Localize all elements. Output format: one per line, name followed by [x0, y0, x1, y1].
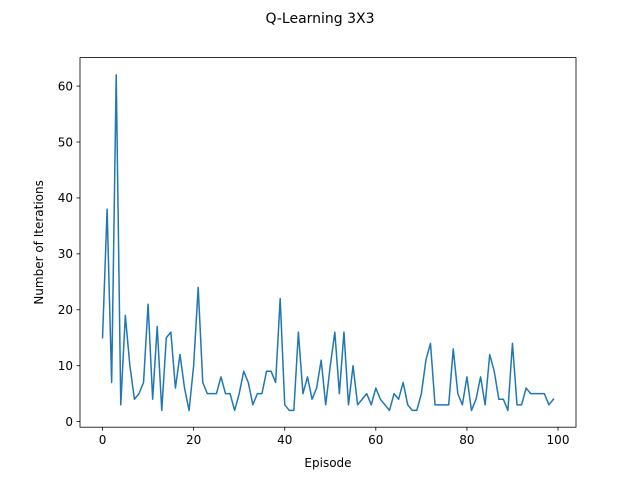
y-tick-label: 30	[58, 247, 73, 261]
series-line-0	[101, 74, 555, 412]
plot-frame	[79, 57, 577, 428]
x-tick-label: 40	[277, 433, 292, 447]
x-tick-label: 60	[368, 433, 383, 447]
chart-title: Q-Learning 3X3	[265, 11, 374, 27]
x-axis-label: Episode	[304, 456, 351, 470]
y-tick-label: 0	[65, 415, 73, 429]
y-tick-label: 50	[58, 135, 73, 149]
y-axis-label: Number of Iterations	[32, 180, 46, 305]
x-tick-label: 100	[547, 433, 570, 447]
y-tick-label: 60	[58, 79, 73, 93]
x-tick-label: 0	[99, 433, 107, 447]
x-tick-label: 20	[186, 433, 201, 447]
data-marks	[101, 74, 555, 412]
axis-ticks: 0 20 40 60 80 100 0 10 20 30 40 50 60	[58, 79, 570, 447]
y-tick-label: 20	[58, 303, 73, 317]
y-tick-label: 40	[58, 191, 73, 205]
x-tick-label: 80	[459, 433, 474, 447]
y-tick-label: 10	[58, 359, 73, 373]
